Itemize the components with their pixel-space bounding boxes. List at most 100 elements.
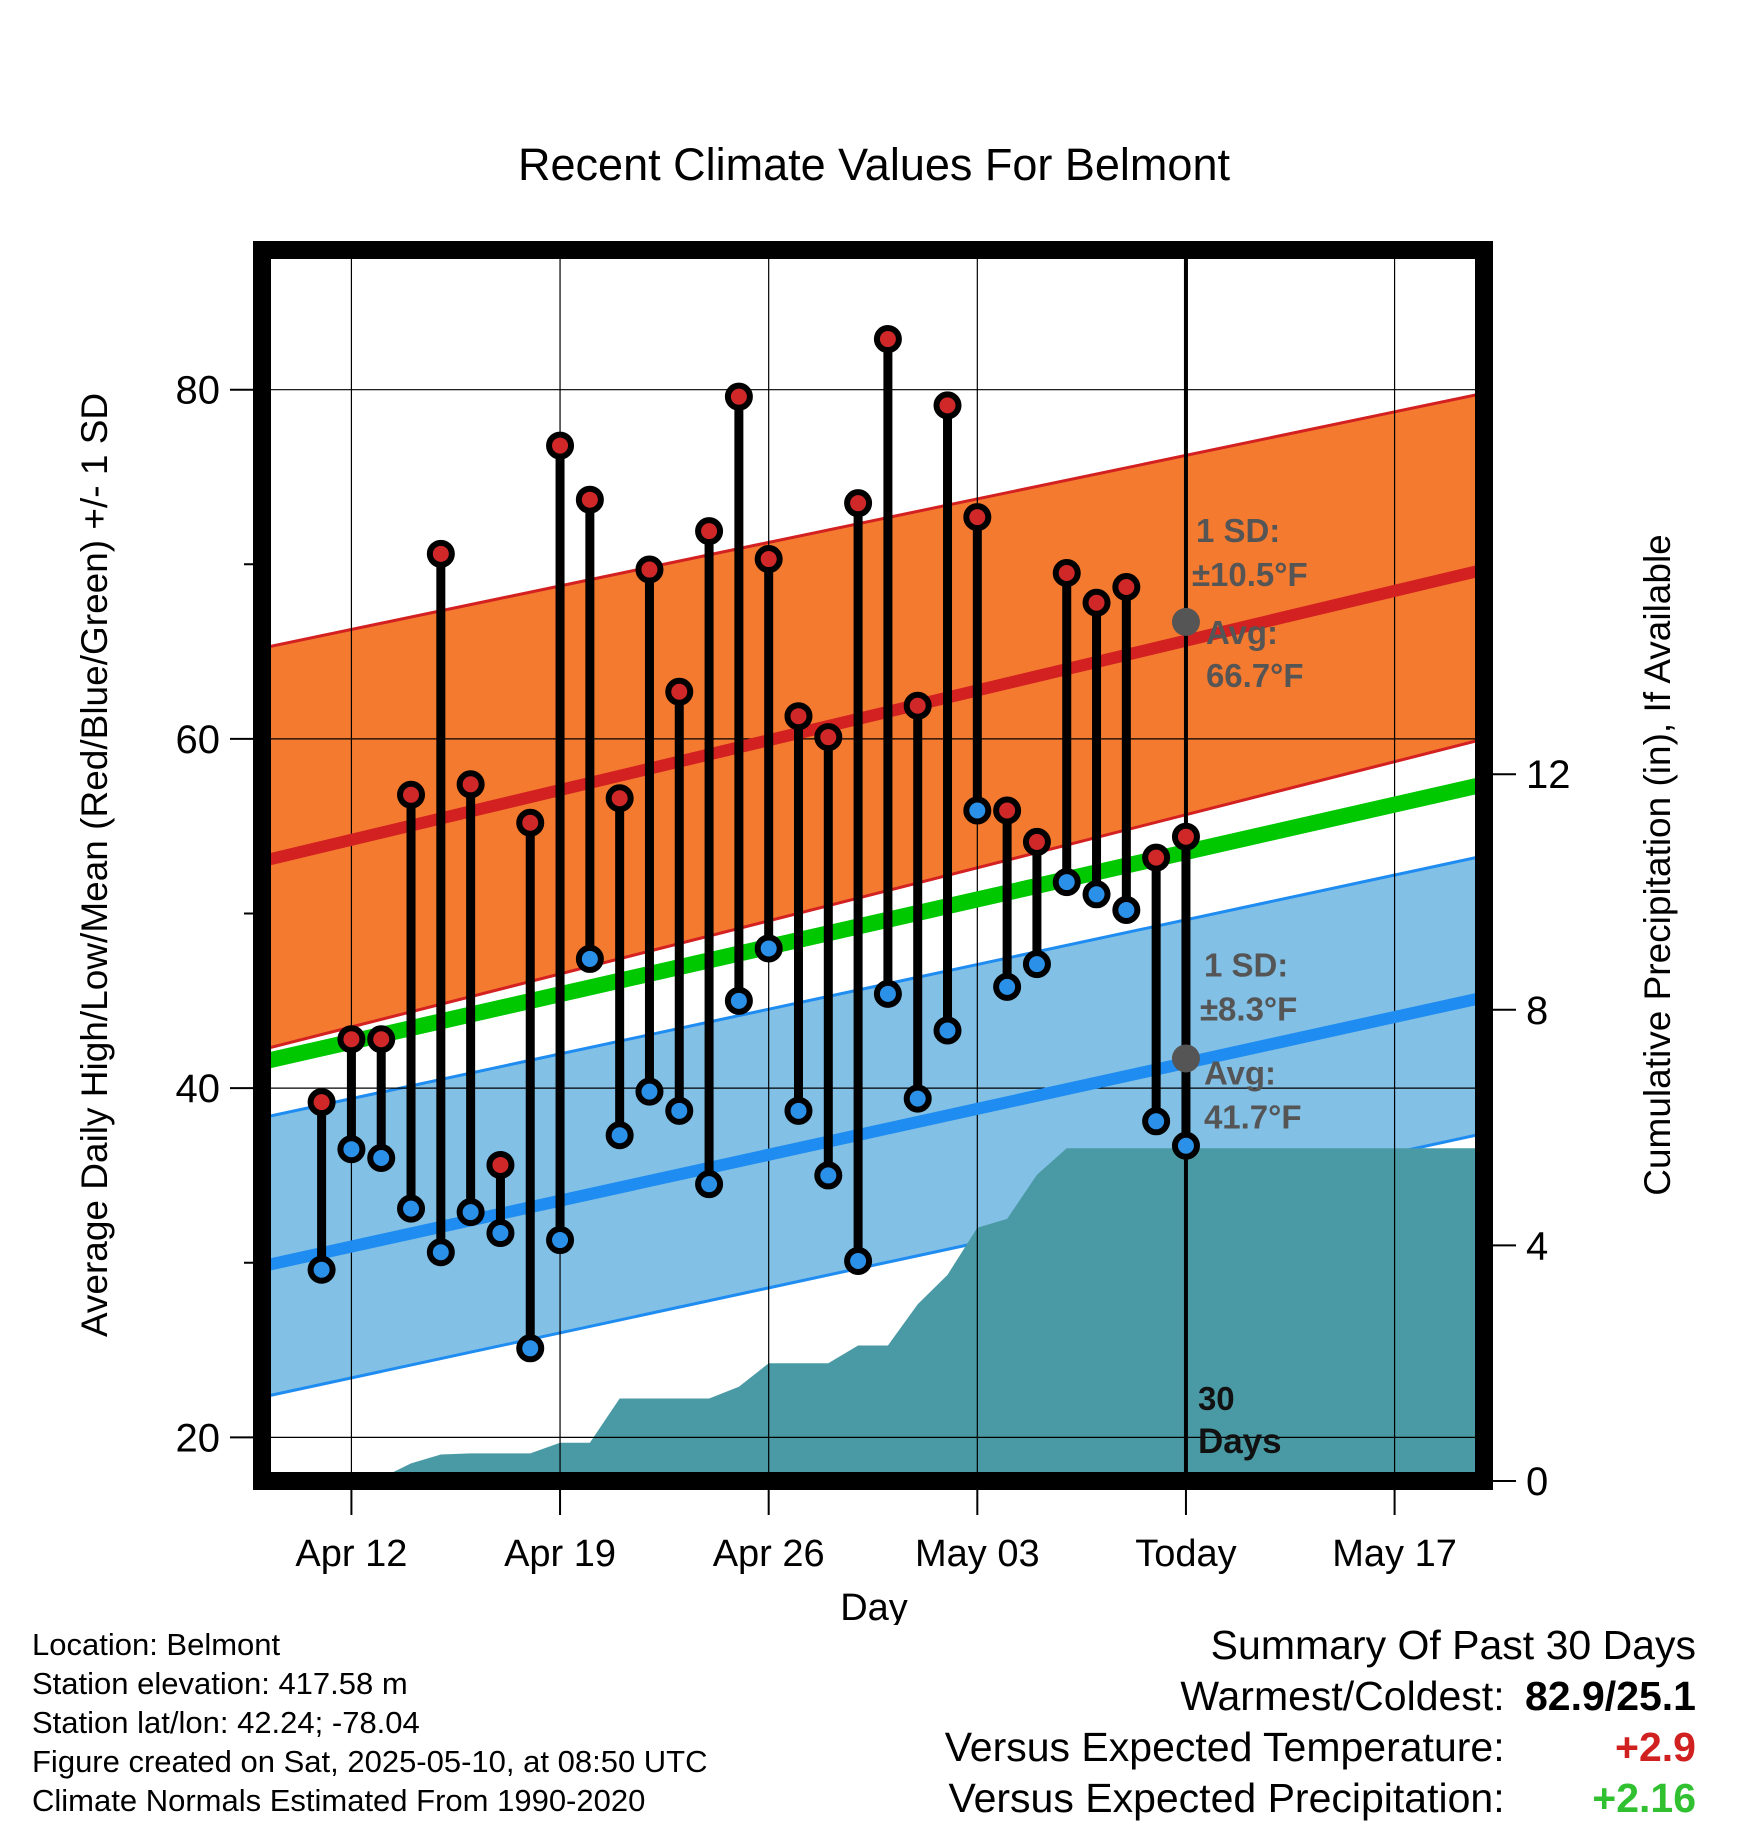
days-marker-number: 30 xyxy=(1198,1380,1235,1417)
daily-high-point xyxy=(873,325,902,354)
precip-area xyxy=(262,1148,1484,1481)
latlon-text: Station lat/lon: 42.24; -78.04 xyxy=(32,1705,420,1740)
annotations: 1 SD: ±10.5°F Avg: 66.7°F 1 SD: ±8.3°F Avg: 41.… xyxy=(1171,512,1308,1461)
daily-high-point xyxy=(456,770,485,799)
warmest-label: Warmest/Coldest: xyxy=(1180,1673,1505,1719)
normals-text: Climate Normals Estimated From 1990-2020 xyxy=(32,1783,646,1818)
y-axis-label: Average Daily High/Low/Mean (Red/Blue/Gr… xyxy=(74,393,115,1337)
high-avg-today-marker xyxy=(1171,607,1200,636)
low-avg-label: Avg: xyxy=(1204,1054,1276,1091)
y-tick-label: 60 xyxy=(176,718,221,762)
daily-high-point xyxy=(546,431,575,460)
summary-temp-row: Versus Expected Temperature: +2.9 xyxy=(945,1722,1696,1773)
high-normal-line xyxy=(262,563,1484,867)
warmest-value: 82.9/25.1 xyxy=(1525,1673,1696,1719)
daily-high-point xyxy=(1112,572,1141,601)
daily-high-point xyxy=(665,677,694,706)
daily-low-point xyxy=(695,1170,724,1199)
daily-high-point xyxy=(1082,588,1111,617)
daily-high-point xyxy=(426,539,455,568)
daily-high-point xyxy=(516,808,545,837)
high-band-upper-edge xyxy=(262,391,1484,650)
daily-low-point xyxy=(1052,868,1081,897)
low-band-upper-edge xyxy=(262,854,1484,1120)
created-text: Figure created on Sat, 2025-05-10, at 08… xyxy=(32,1744,708,1779)
daily-high-point xyxy=(695,517,724,546)
daily-low-point xyxy=(754,934,783,963)
climate-chart: Recent Climate Values For Belmont 1 SD: ±… xyxy=(74,139,1678,1625)
low-sd-label: 1 SD: xyxy=(1204,946,1288,983)
daily-low-point xyxy=(635,1077,664,1106)
x-tick-label: Today xyxy=(1135,1533,1236,1575)
daily-high-point xyxy=(635,555,664,584)
low-avg-value: 41.7°F xyxy=(1204,1098,1302,1135)
high-avg-label: Avg: xyxy=(1206,614,1278,651)
high-avg-value: 66.7°F xyxy=(1206,657,1304,694)
days-marker-label: Days xyxy=(1198,1422,1282,1461)
y2-tick-label: 12 xyxy=(1526,753,1571,797)
daily-low-point xyxy=(1082,880,1111,909)
station-info: Location: Belmont Station elevation: 417… xyxy=(32,1625,708,1820)
elevation-text: Station elevation: 417.58 m xyxy=(32,1666,408,1701)
y-tick-label: 20 xyxy=(176,1416,221,1460)
daily-low-point xyxy=(993,972,1022,1001)
daily-low-point xyxy=(1171,1131,1200,1160)
y-tick-label: 40 xyxy=(176,1067,221,1111)
low-avg-today-marker xyxy=(1171,1044,1200,1073)
daily-low-point xyxy=(933,1016,962,1045)
summary-title: Summary Of Past 30 Days xyxy=(1210,1622,1696,1668)
y2-tick-label: 4 xyxy=(1526,1224,1548,1268)
daily-low-point xyxy=(486,1219,515,1248)
temp-value: +2.9 xyxy=(1615,1724,1696,1770)
x-tick-label: May 03 xyxy=(915,1533,1040,1575)
daily-high-point xyxy=(993,796,1022,825)
daily-high-point xyxy=(367,1025,396,1054)
daily-high-point xyxy=(1022,827,1051,856)
daily-high-point xyxy=(1142,843,1171,872)
daily-high-point xyxy=(844,489,873,518)
daily-low-point xyxy=(963,796,992,825)
chart-title: Recent Climate Values For Belmont xyxy=(518,139,1230,190)
daily-high-point xyxy=(486,1150,515,1179)
summary-panel: Summary Of Past 30 Days Warmest/Coldest:… xyxy=(945,1620,1696,1824)
summary-precip-row: Versus Expected Precipitation: +2.16 xyxy=(945,1773,1697,1824)
daily-low-point xyxy=(724,986,753,1015)
temp-label: Versus Expected Temperature: xyxy=(944,1724,1505,1770)
daily-high-point xyxy=(933,391,962,420)
daily-low-point xyxy=(903,1084,932,1113)
daily-low-point xyxy=(337,1135,366,1164)
daily-low-point xyxy=(456,1198,485,1227)
x-axis-label: Day xyxy=(840,1587,908,1625)
daily-low-point xyxy=(575,944,604,973)
daily-low-point xyxy=(516,1334,545,1363)
y2-tick-label: 0 xyxy=(1526,1460,1548,1504)
high-band-lower-edge xyxy=(262,737,1484,1052)
daily-high-point xyxy=(903,691,932,720)
daily-low-point xyxy=(844,1246,873,1275)
daily-low-point xyxy=(873,979,902,1008)
daily-high-point xyxy=(307,1088,336,1117)
daily-low-point xyxy=(1142,1107,1171,1136)
daily-high-point xyxy=(1052,559,1081,588)
y2-axis-label: Cumulative Precipitation (in), If Availa… xyxy=(1637,534,1678,1196)
x-tick-label: May 17 xyxy=(1332,1533,1457,1575)
x-tick-label: Apr 12 xyxy=(295,1533,407,1575)
daily-low-point xyxy=(367,1143,396,1172)
daily-high-point xyxy=(963,503,992,532)
precip-cumulative-area xyxy=(262,1148,1484,1481)
plot-frame xyxy=(253,241,1493,1490)
daily-high-point xyxy=(575,485,604,514)
daily-low-point xyxy=(307,1255,336,1284)
daily-low-point xyxy=(397,1194,426,1223)
high-sd-label: 1 SD: xyxy=(1196,512,1280,549)
summary-warmest-row: Warmest/Coldest: 82.9/25.1 xyxy=(945,1671,1696,1722)
daily-low-point xyxy=(665,1096,694,1125)
daily-high-point xyxy=(605,784,634,813)
precip-value: +2.16 xyxy=(1592,1775,1696,1821)
x-tick-label: Apr 19 xyxy=(504,1533,616,1575)
x-tick-label: Apr 26 xyxy=(713,1533,825,1575)
mean-normal-line xyxy=(262,776,1484,1070)
daily-high-point xyxy=(724,382,753,411)
daily-low-point xyxy=(784,1096,813,1125)
low-sd-value: ±8.3°F xyxy=(1200,990,1297,1027)
